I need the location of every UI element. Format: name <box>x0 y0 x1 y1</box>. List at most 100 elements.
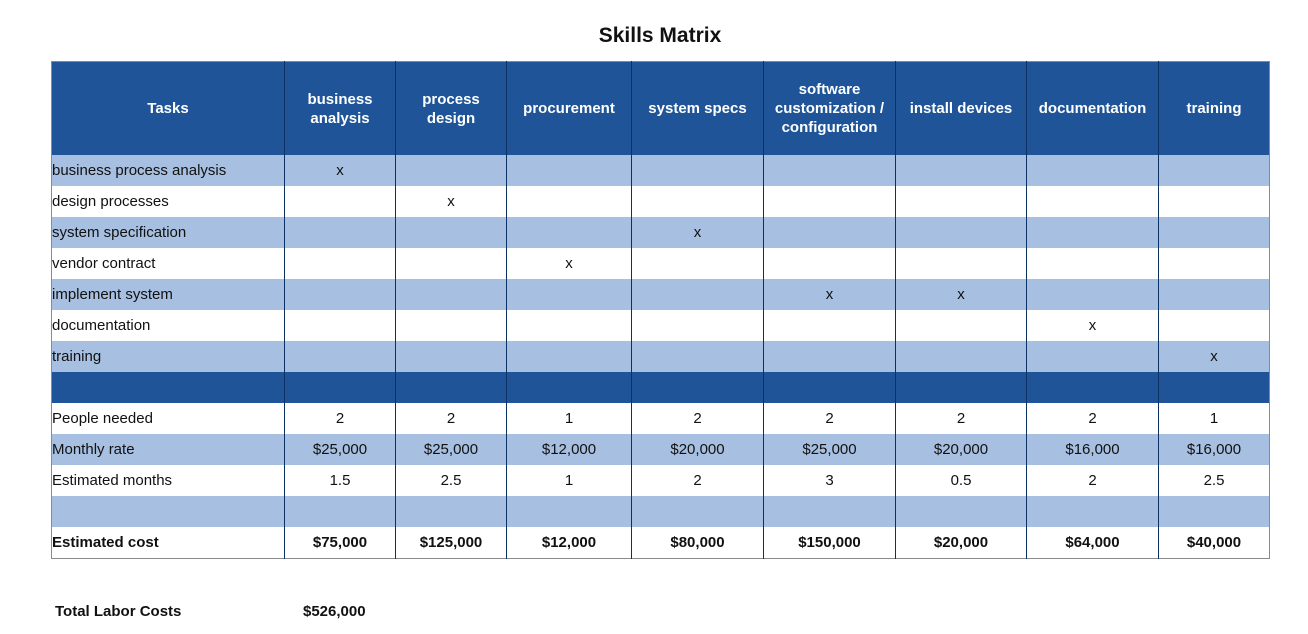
column-header: procurement <box>506 61 632 155</box>
metric-row: People needed 2 2 1 2 2 2 2 1 <box>51 403 1270 434</box>
task-mark <box>1026 186 1159 217</box>
task-mark <box>895 248 1027 279</box>
task-label: implement system <box>51 279 285 310</box>
estimated-cost-value: $80,000 <box>631 527 764 559</box>
metric-label: Monthly rate <box>51 434 285 465</box>
task-mark: x <box>395 186 507 217</box>
task-mark <box>1026 341 1159 372</box>
task-mark <box>284 310 396 341</box>
estimated-cost-value: $12,000 <box>506 527 632 559</box>
task-mark <box>395 217 507 248</box>
column-header: software customization / configuration <box>763 61 896 155</box>
task-mark <box>763 341 896 372</box>
metric-value: 2 <box>631 465 764 496</box>
estimated-cost-row: Estimated cost $75,000 $125,000 $12,000 … <box>51 527 1270 559</box>
metric-value: 2.5 <box>395 465 507 496</box>
total-labor-costs-label: Total Labor Costs <box>55 603 182 620</box>
metric-value: 3 <box>763 465 896 496</box>
metric-value: 2.5 <box>1158 465 1270 496</box>
task-mark <box>631 248 764 279</box>
task-mark <box>506 155 632 186</box>
metric-value: 2 <box>395 403 507 434</box>
task-mark: x <box>631 217 764 248</box>
metric-value: 2 <box>895 403 1027 434</box>
task-label: business process analysis <box>51 155 285 186</box>
metric-value: 0.5 <box>895 465 1027 496</box>
estimated-cost-value: $125,000 <box>395 527 507 559</box>
task-label: design processes <box>51 186 285 217</box>
metric-value: 1 <box>1158 403 1270 434</box>
task-mark <box>763 186 896 217</box>
task-mark <box>631 310 764 341</box>
estimated-cost-label: Estimated cost <box>51 527 285 559</box>
task-mark <box>506 310 632 341</box>
task-row: design processes x <box>51 186 1270 217</box>
task-mark <box>763 217 896 248</box>
column-header: process design <box>395 61 507 155</box>
column-header: training <box>1158 61 1270 155</box>
metric-value: $16,000 <box>1026 434 1159 465</box>
estimated-cost-value: $64,000 <box>1026 527 1159 559</box>
estimated-cost-value: $20,000 <box>895 527 1027 559</box>
task-mark <box>895 310 1027 341</box>
metric-row: Monthly rate $25,000 $25,000 $12,000 $20… <box>51 434 1270 465</box>
task-mark <box>1026 217 1159 248</box>
task-mark <box>631 155 764 186</box>
task-mark <box>284 248 396 279</box>
task-mark <box>1158 186 1270 217</box>
estimated-cost-value: $40,000 <box>1158 527 1270 559</box>
task-mark <box>631 279 764 310</box>
task-row: system specification x <box>51 217 1270 248</box>
task-mark <box>1158 279 1270 310</box>
total-labor-costs-value: $526,000 <box>303 603 366 620</box>
task-mark <box>631 341 764 372</box>
task-mark <box>395 341 507 372</box>
task-mark <box>1026 155 1159 186</box>
task-mark: x <box>1026 310 1159 341</box>
task-mark <box>631 186 764 217</box>
metric-value: $25,000 <box>284 434 396 465</box>
metric-value: $25,000 <box>395 434 507 465</box>
task-mark <box>284 186 396 217</box>
metric-value: $16,000 <box>1158 434 1270 465</box>
task-mark <box>895 186 1027 217</box>
metric-value: 2 <box>284 403 396 434</box>
column-header: documentation <box>1026 61 1159 155</box>
task-row: documentation x <box>51 310 1270 341</box>
task-mark <box>1026 248 1159 279</box>
metric-value: 1.5 <box>284 465 396 496</box>
task-mark <box>895 341 1027 372</box>
task-row: vendor contract x <box>51 248 1270 279</box>
metric-value: 2 <box>1026 403 1159 434</box>
task-mark: x <box>763 279 896 310</box>
task-mark <box>284 341 396 372</box>
metric-value: 1 <box>506 465 632 496</box>
metric-value: $25,000 <box>763 434 896 465</box>
task-mark <box>284 217 396 248</box>
task-mark <box>506 341 632 372</box>
metric-value: $20,000 <box>631 434 764 465</box>
task-mark <box>1158 310 1270 341</box>
task-mark <box>395 155 507 186</box>
task-mark <box>1026 279 1159 310</box>
task-mark <box>763 310 896 341</box>
metric-value: 2 <box>763 403 896 434</box>
task-mark <box>1158 217 1270 248</box>
metric-label: Estimated months <box>51 465 285 496</box>
metric-value: 2 <box>1026 465 1159 496</box>
metric-label: People needed <box>51 403 285 434</box>
task-mark <box>763 155 896 186</box>
task-mark: x <box>506 248 632 279</box>
page-title: Skills Matrix <box>598 24 722 47</box>
task-row: implement system x x <box>51 279 1270 310</box>
column-header: system specs <box>631 61 764 155</box>
divider-row <box>51 372 1270 403</box>
task-mark <box>506 279 632 310</box>
task-row: training x <box>51 341 1270 372</box>
task-mark <box>284 279 396 310</box>
task-mark: x <box>895 279 1027 310</box>
task-mark <box>395 279 507 310</box>
task-mark <box>1158 248 1270 279</box>
spacer-row <box>51 496 1270 527</box>
task-mark <box>895 155 1027 186</box>
